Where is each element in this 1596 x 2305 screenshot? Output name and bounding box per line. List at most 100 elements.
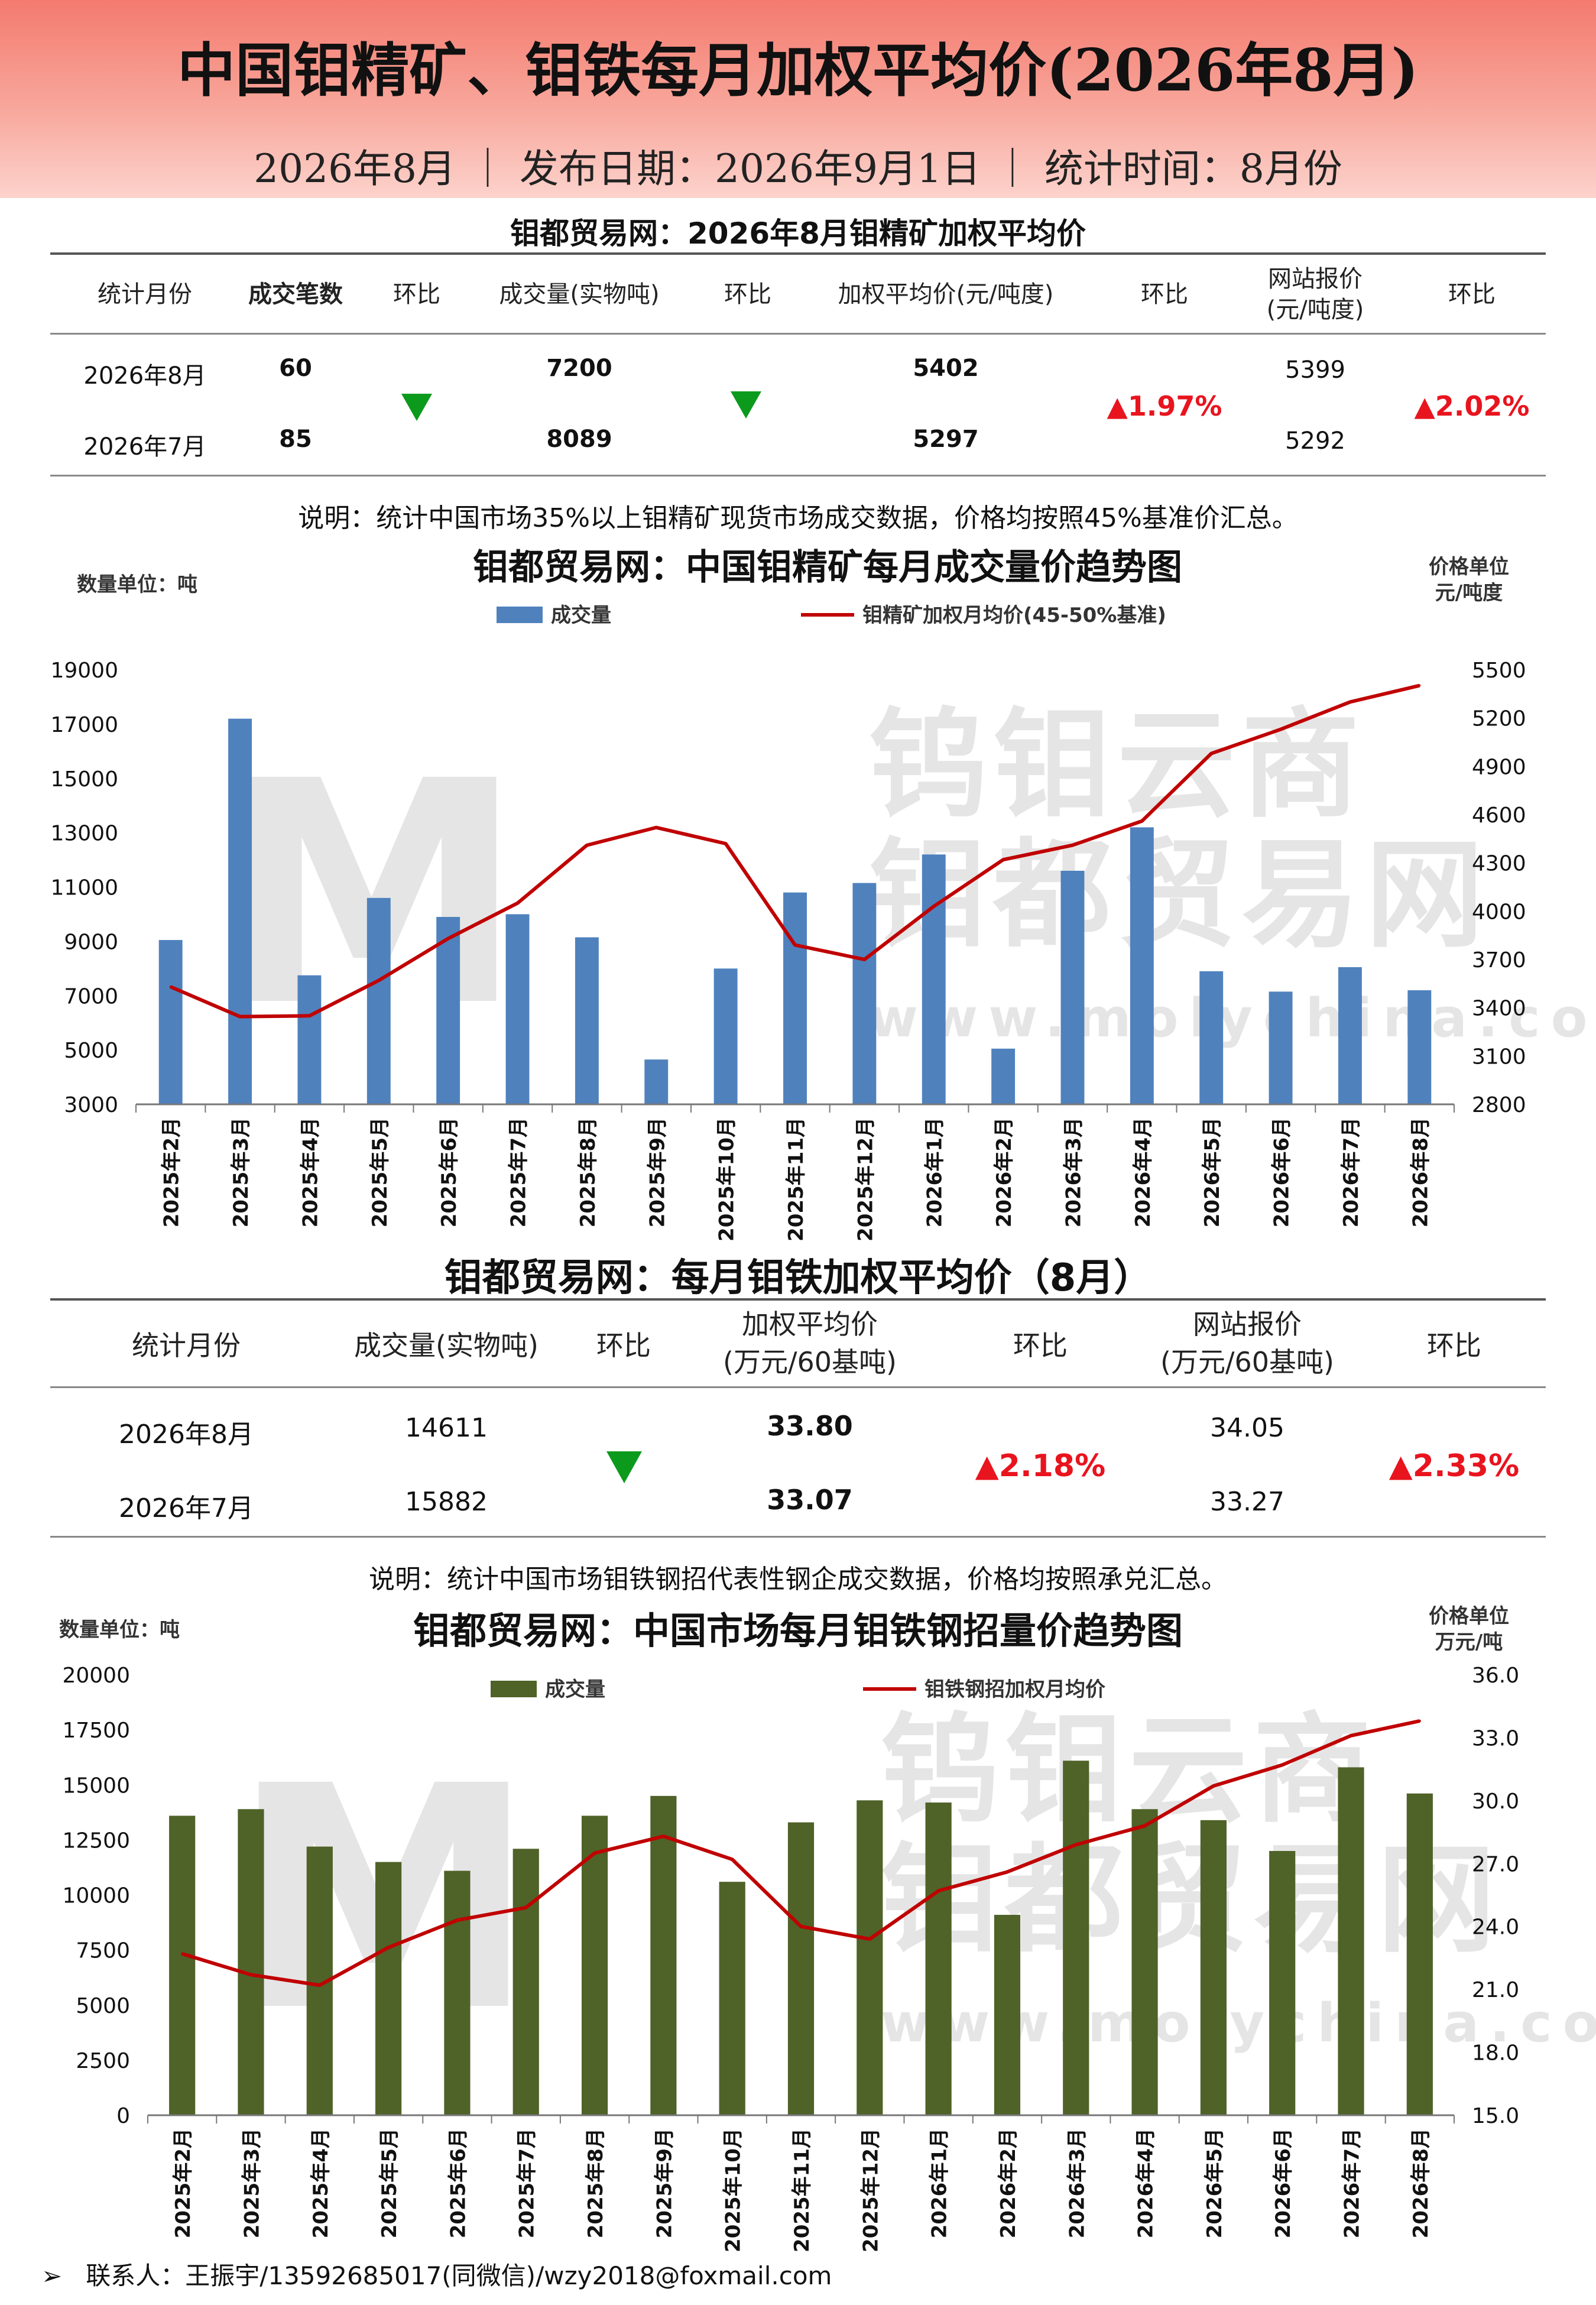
ore-row-web: 5292 [1285, 427, 1345, 455]
volume-bar [512, 1849, 539, 2115]
category-label: 2025年4月 [299, 1117, 322, 1227]
price-point [1005, 1870, 1008, 1873]
ferro-header-month: 统计月份 [132, 1330, 241, 1361]
left-tick-label: 7500 [76, 1939, 130, 1963]
category-label: 2025年3月 [229, 1117, 253, 1227]
right-axis-unit-1: 价格单位 [1429, 1604, 1509, 1628]
volume-bar [1199, 971, 1224, 1104]
right-tick-label: 3400 [1472, 997, 1526, 1021]
ore-deals-down-arrow-icon [401, 394, 432, 421]
ferro-note: 说明：统计中国市场钼铁钢招代表性钢企成交数据，价格均按照承兑汇总。 [369, 1564, 1227, 1594]
price-point [318, 1984, 321, 1987]
category-label: 2025年5月 [378, 2128, 401, 2238]
category-label: 2025年12月 [859, 2128, 883, 2252]
right-tick-label: 30.0 [1472, 1789, 1519, 1814]
right-tick-label: 36.0 [1472, 1664, 1519, 1688]
right-axis-unit-2: 元/吨度 [1435, 581, 1503, 605]
ore-table-title: 钼都贸易网：2026年8月钼精矿加权平均价 [510, 216, 1086, 251]
ferro-row-volume: 15882 [405, 1487, 488, 1517]
price-point [794, 944, 796, 946]
price-point [662, 1835, 665, 1838]
category-label: 2026年5月 [1201, 1117, 1224, 1227]
legend-bar-swatch [491, 1681, 537, 1697]
price-point [1210, 752, 1213, 755]
volume-bar [1269, 991, 1293, 1104]
ferro-header-price2: (万元/60基吨) [723, 1346, 897, 1378]
price-point [1212, 1785, 1215, 1788]
right-tick-label: 21.0 [1472, 1978, 1519, 2002]
ore-table-header-rule [50, 333, 1546, 335]
left-tick-label: 9000 [64, 930, 118, 954]
category-label: 2025年10月 [715, 1117, 739, 1241]
price-point [169, 985, 172, 988]
footer-contact[interactable]: 联系人：王振宇/13592685017(同微信)/wzy2018@foxmail… [86, 2261, 832, 2290]
volume-bar [1406, 1793, 1433, 2115]
price-point [524, 1906, 527, 1909]
price-point [1418, 684, 1421, 687]
chart-title: 钼都贸易网：中国市场每月钼铁钢招量价趋势图 [413, 1609, 1183, 1652]
watermark-text: 钼都贸易网 [881, 1831, 1501, 1969]
ferro-table-bottom-rule [50, 1536, 1546, 1538]
category-label: 2025年11月 [784, 1117, 808, 1241]
volume-bar [375, 1862, 402, 2115]
volume-bar [505, 914, 530, 1104]
ore-note: 说明：统计中国市场35%以上钼精矿现货市场成交数据，价格均按照45%基准价汇总。 [298, 503, 1298, 533]
category-label: 2026年2月 [997, 2128, 1020, 2238]
left-tick-label: 5000 [76, 1994, 130, 2018]
left-tick-label: 20000 [62, 1664, 130, 1688]
ferro-header-mom1: 环比 [596, 1330, 651, 1361]
right-tick-label: 24.0 [1472, 1915, 1519, 1940]
price-point [1075, 1843, 1078, 1846]
price-point [1350, 1734, 1352, 1737]
ferro-header-web2: (万元/60基吨) [1160, 1346, 1334, 1378]
legend-bar-swatch [497, 607, 543, 623]
ferro-table-title: 钼都贸易网：每月钼铁加权平均价（8月） [444, 1256, 1152, 1300]
left-tick-label: 17000 [50, 713, 118, 737]
price-point [239, 1015, 242, 1018]
volume-bar [581, 1816, 608, 2115]
volume-bar [991, 1048, 1016, 1104]
price-point [863, 958, 866, 961]
category-label: 2025年5月 [368, 1117, 392, 1227]
category-label: 2026年3月 [1062, 1117, 1085, 1227]
ore-row-price: 5402 [913, 355, 979, 382]
watermark-text: www.molychina.com [869, 987, 1596, 1049]
category-label: 2025年6月 [446, 2128, 470, 2238]
legend-bar-label: 成交量 [545, 1678, 605, 1701]
volume-bar [644, 1059, 669, 1104]
volume-bar [1130, 827, 1154, 1104]
right-tick-label: 15.0 [1472, 2104, 1519, 2128]
volume-bar [719, 1882, 745, 2115]
ore-header-mom1: 环比 [393, 281, 440, 308]
price-point [1140, 819, 1143, 822]
volume-bar [297, 975, 322, 1104]
volume-bar [1060, 870, 1085, 1104]
legend-line-label: 钼精矿加权月均价(45-50%基准) [862, 604, 1166, 627]
price-point [387, 1946, 390, 1949]
category-label: 2026年7月 [1341, 2128, 1364, 2238]
category-label: 2025年9月 [645, 1117, 669, 1227]
volume-bar [1338, 1767, 1364, 2115]
ore-header-month: 统计月份 [98, 281, 192, 308]
volume-bar [238, 1809, 264, 2115]
volume-bar [436, 917, 460, 1104]
price-point [593, 1852, 596, 1855]
price-point [447, 937, 450, 940]
ore-table-bottom-rule [50, 475, 1546, 476]
ferro-row-price: 33.07 [767, 1484, 853, 1516]
ferro-row-price: 33.80 [767, 1410, 853, 1442]
category-label: 2026年4月 [1131, 1117, 1155, 1227]
ore-volume-price-chart: M 钨钼云商钼都贸易网www.molychina.com钼都贸易网：中国钼精矿每月… [50, 547, 1596, 1241]
ferro-volume-down-arrow-icon [606, 1451, 642, 1483]
price-point [800, 1925, 802, 1928]
ferro-row-web: 33.27 [1210, 1487, 1284, 1517]
left-axis-unit: 数量单位：吨 [77, 573, 197, 596]
category-label: 2026年2月 [992, 1117, 1016, 1227]
legend-line-label: 钼铁钢招加权月均价 [924, 1678, 1105, 1701]
category-label: 2025年12月 [854, 1117, 877, 1241]
volume-bar [575, 937, 599, 1104]
category-label: 2025年6月 [437, 1117, 461, 1227]
